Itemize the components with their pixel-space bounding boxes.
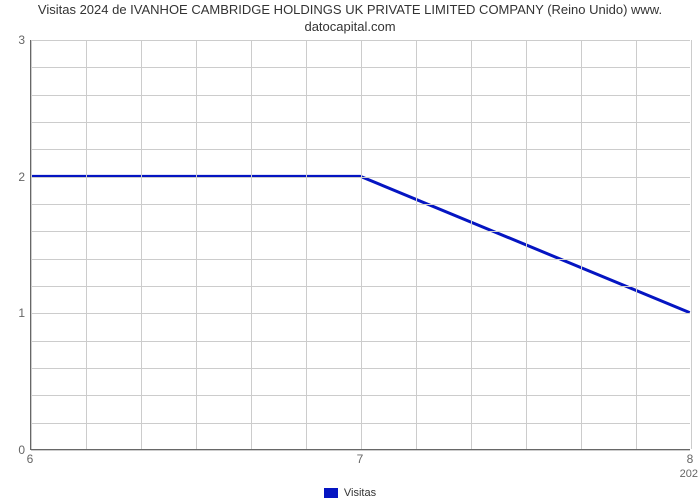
gridline-vertical — [251, 40, 252, 449]
y-tick-label: 2 — [5, 170, 25, 184]
y-tick-label: 0 — [5, 443, 25, 457]
x-tick-label: 7 — [357, 452, 364, 466]
gridline-vertical-major — [31, 40, 32, 449]
gridline-horizontal-major — [31, 450, 690, 451]
footer-year-fragment: 202 — [680, 468, 698, 480]
chart-title: Visitas 2024 de IVANHOE CAMBRIDGE HOLDIN… — [0, 2, 700, 36]
x-tick-label: 6 — [27, 452, 34, 466]
gridline-vertical — [471, 40, 472, 449]
chart-title-line1: Visitas 2024 de IVANHOE CAMBRIDGE HOLDIN… — [38, 2, 662, 17]
gridline-vertical — [141, 40, 142, 449]
chart-title-line2: datocapital.com — [304, 19, 395, 34]
gridline-vertical — [581, 40, 582, 449]
gridline-vertical — [306, 40, 307, 449]
gridline-vertical — [196, 40, 197, 449]
y-tick-label: 1 — [5, 306, 25, 320]
legend-swatch — [324, 488, 338, 498]
legend: Visitas — [0, 487, 700, 499]
gridline-vertical — [636, 40, 637, 449]
chart-container: Visitas 2024 de IVANHOE CAMBRIDGE HOLDIN… — [0, 0, 700, 500]
gridline-vertical — [416, 40, 417, 449]
gridline-vertical — [86, 40, 87, 449]
x-tick-label: 8 — [687, 452, 694, 466]
gridline-vertical-major — [361, 40, 362, 449]
plot-area — [30, 40, 690, 450]
legend-label: Visitas — [344, 487, 376, 499]
gridline-vertical-major — [691, 40, 692, 449]
gridline-vertical — [526, 40, 527, 449]
y-tick-label: 3 — [5, 33, 25, 47]
